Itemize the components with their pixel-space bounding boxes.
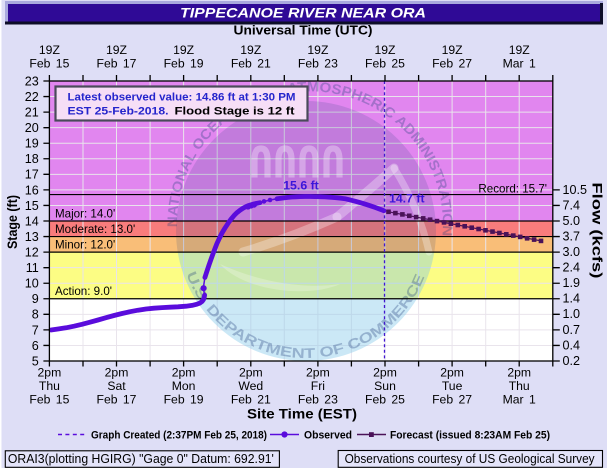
svg-text:2pm: 2pm bbox=[306, 366, 330, 380]
svg-text:Mar 1: Mar 1 bbox=[503, 393, 536, 407]
svg-text:Mon: Mon bbox=[172, 379, 196, 393]
svg-text:Feb 19: Feb 19 bbox=[164, 393, 204, 407]
svg-text:7: 7 bbox=[32, 323, 39, 337]
svg-text:17: 17 bbox=[25, 168, 39, 182]
svg-text:2pm: 2pm bbox=[105, 366, 129, 380]
svg-text:19Z: 19Z bbox=[442, 43, 464, 57]
svg-text:3.0: 3.0 bbox=[563, 245, 581, 259]
svg-text:10: 10 bbox=[25, 277, 39, 291]
svg-text:19Z: 19Z bbox=[39, 43, 61, 57]
svg-text:Mar 1: Mar 1 bbox=[503, 57, 536, 71]
svg-text:ORAI3(plotting HGIRG) "Gage 0": ORAI3(plotting HGIRG) "Gage 0" Datum: 69… bbox=[8, 452, 274, 466]
svg-text:Feb 15: Feb 15 bbox=[29, 57, 69, 71]
svg-text:Feb 21: Feb 21 bbox=[231, 393, 271, 407]
svg-text:12: 12 bbox=[25, 246, 39, 260]
svg-text:2pm: 2pm bbox=[507, 366, 531, 380]
svg-text:15.6 ft: 15.6 ft bbox=[283, 179, 319, 193]
svg-text:19: 19 bbox=[25, 137, 39, 151]
svg-text:Wed: Wed bbox=[238, 379, 263, 393]
svg-text:Stage (ft): Stage (ft) bbox=[5, 195, 20, 249]
svg-text:Sun: Sun bbox=[374, 379, 396, 393]
svg-text:6: 6 bbox=[32, 339, 39, 353]
svg-text:Thu: Thu bbox=[509, 379, 530, 393]
svg-text:7.4: 7.4 bbox=[563, 198, 581, 212]
svg-text:2pm: 2pm bbox=[373, 366, 397, 380]
svg-text:Moderate: 13.0': Moderate: 13.0' bbox=[55, 223, 135, 236]
svg-text:22: 22 bbox=[25, 90, 39, 104]
svg-text:20: 20 bbox=[25, 121, 39, 135]
svg-text:Feb 25: Feb 25 bbox=[365, 57, 405, 71]
svg-text:TIPPECANOE RIVER NEAR ORA: TIPPECANOE RIVER NEAR ORA bbox=[180, 6, 426, 21]
svg-text:1.9: 1.9 bbox=[563, 276, 581, 290]
svg-text:19Z: 19Z bbox=[307, 43, 329, 57]
svg-text:15: 15 bbox=[25, 199, 39, 213]
svg-text:19Z: 19Z bbox=[374, 43, 396, 57]
svg-text:14: 14 bbox=[25, 214, 39, 228]
svg-text:Graph Created (2:37PM Feb 25,: Graph Created (2:37PM Feb 25, 2018) bbox=[91, 430, 267, 442]
svg-text:Record: 15.7': Record: 15.7' bbox=[478, 183, 547, 196]
svg-text:Feb 23: Feb 23 bbox=[298, 57, 338, 71]
svg-text:14.7 ft: 14.7 ft bbox=[389, 191, 425, 205]
svg-text:EST 25-Feb-2018.Flood Stage is: EST 25-Feb-2018. Flood Stage is 12 ft bbox=[68, 106, 295, 118]
svg-text:Minor: 12.0': Minor: 12.0' bbox=[55, 238, 115, 251]
svg-text:2pm: 2pm bbox=[172, 366, 196, 380]
svg-text:Feb 19: Feb 19 bbox=[164, 57, 204, 71]
svg-text:16: 16 bbox=[25, 183, 39, 197]
svg-text:Feb 17: Feb 17 bbox=[97, 393, 137, 407]
svg-text:5: 5 bbox=[32, 354, 39, 368]
svg-text:Feb 15: Feb 15 bbox=[29, 393, 69, 407]
svg-text:Major: 14.0': Major: 14.0' bbox=[55, 207, 115, 220]
svg-text:Site Time (EST): Site Time (EST) bbox=[247, 407, 357, 422]
svg-text:19Z: 19Z bbox=[173, 43, 195, 57]
svg-text:Action: 9.0': Action: 9.0' bbox=[55, 285, 112, 298]
svg-text:0.7: 0.7 bbox=[563, 323, 581, 337]
svg-text:1.4: 1.4 bbox=[563, 292, 581, 306]
svg-text:Sat: Sat bbox=[107, 379, 126, 393]
svg-text:2pm: 2pm bbox=[38, 366, 62, 380]
svg-text:Fri: Fri bbox=[311, 379, 325, 393]
svg-text:13: 13 bbox=[25, 230, 39, 244]
svg-text:10.5: 10.5 bbox=[563, 183, 588, 197]
svg-text:5.0: 5.0 bbox=[563, 214, 581, 228]
svg-text:0.2: 0.2 bbox=[563, 354, 581, 368]
svg-text:Thu: Thu bbox=[39, 379, 60, 393]
svg-text:Feb 17: Feb 17 bbox=[97, 57, 137, 71]
svg-text:Latest observed value: 14.86 f: Latest observed value: 14.86 ft at 1:30 … bbox=[68, 92, 296, 104]
svg-text:23: 23 bbox=[25, 74, 39, 88]
svg-text:1.0: 1.0 bbox=[563, 307, 581, 321]
svg-text:Flow (kcfs): Flow (kcfs) bbox=[590, 182, 605, 278]
svg-text:0.4: 0.4 bbox=[563, 338, 581, 352]
svg-text:3.7: 3.7 bbox=[563, 230, 581, 244]
svg-text:Observations courtesy of US Ge: Observations courtesy of US Geological S… bbox=[345, 452, 596, 466]
svg-text:Feb 27: Feb 27 bbox=[432, 57, 472, 71]
svg-text:Feb 25: Feb 25 bbox=[365, 393, 405, 407]
svg-text:19Z: 19Z bbox=[106, 43, 128, 57]
svg-text:Universal Time (UTC): Universal Time (UTC) bbox=[234, 23, 373, 38]
svg-text:9: 9 bbox=[32, 292, 39, 306]
svg-text:2.4: 2.4 bbox=[563, 261, 581, 275]
svg-text:2pm: 2pm bbox=[239, 366, 263, 380]
svg-text:8: 8 bbox=[32, 308, 39, 322]
svg-text:Tue: Tue bbox=[442, 379, 463, 393]
svg-text:19Z: 19Z bbox=[509, 43, 531, 57]
svg-text:Feb 27: Feb 27 bbox=[432, 393, 472, 407]
svg-text:Observed: Observed bbox=[304, 430, 352, 442]
svg-text:Feb 21: Feb 21 bbox=[231, 57, 271, 71]
svg-text:18: 18 bbox=[25, 152, 39, 166]
svg-text:Feb 23: Feb 23 bbox=[298, 393, 338, 407]
svg-text:2pm: 2pm bbox=[440, 366, 464, 380]
svg-text:Forecast (issued 8:23AM Feb 25: Forecast (issued 8:23AM Feb 25) bbox=[390, 430, 550, 442]
svg-text:21: 21 bbox=[25, 106, 39, 120]
svg-text:19Z: 19Z bbox=[240, 43, 262, 57]
svg-text:11: 11 bbox=[26, 261, 39, 275]
